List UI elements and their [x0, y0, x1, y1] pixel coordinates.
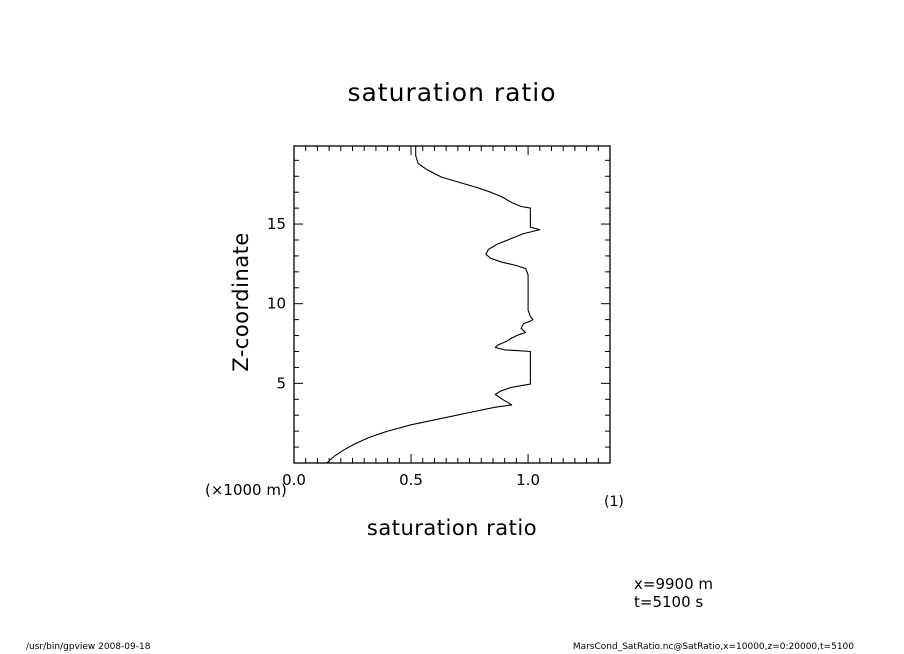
y-axis-label: Z-coordinate — [229, 232, 253, 372]
info-x-position: x=9900 m — [634, 575, 713, 593]
axis-ticks — [293, 146, 611, 463]
y-tick-label: 15 — [267, 215, 286, 233]
chart-title: saturation ratio — [347, 78, 557, 107]
x-tick-label: 1.0 — [516, 471, 540, 489]
x-unit-note: (×1000 m) — [205, 481, 287, 499]
plot-frame — [293, 145, 611, 464]
footer-command: /usr/bin/gpview 2008-09-18 — [26, 642, 151, 652]
y-axis-label-container: Z-coordinate — [217, 152, 265, 452]
y-tick-label: 5 — [276, 374, 286, 392]
series-layer — [326, 146, 541, 464]
x-tick-label: 0.0 — [282, 471, 306, 489]
x-tick-label: 0.5 — [399, 471, 423, 489]
axis-tick-labels: 0.0 0.5 1.0 5 10 15 — [267, 215, 540, 489]
footer-source: MarsCond_SatRatio.nc@SatRatio,x=10000,z=… — [572, 642, 854, 652]
info-time: t=5100 s — [634, 593, 704, 611]
x-scale-note: (1) — [604, 494, 624, 510]
x-axis-label: saturation ratio — [366, 516, 538, 540]
y-tick-label: 10 — [267, 295, 286, 313]
plot-area-border — [293, 145, 611, 464]
saturation-ratio-line — [326, 146, 541, 464]
